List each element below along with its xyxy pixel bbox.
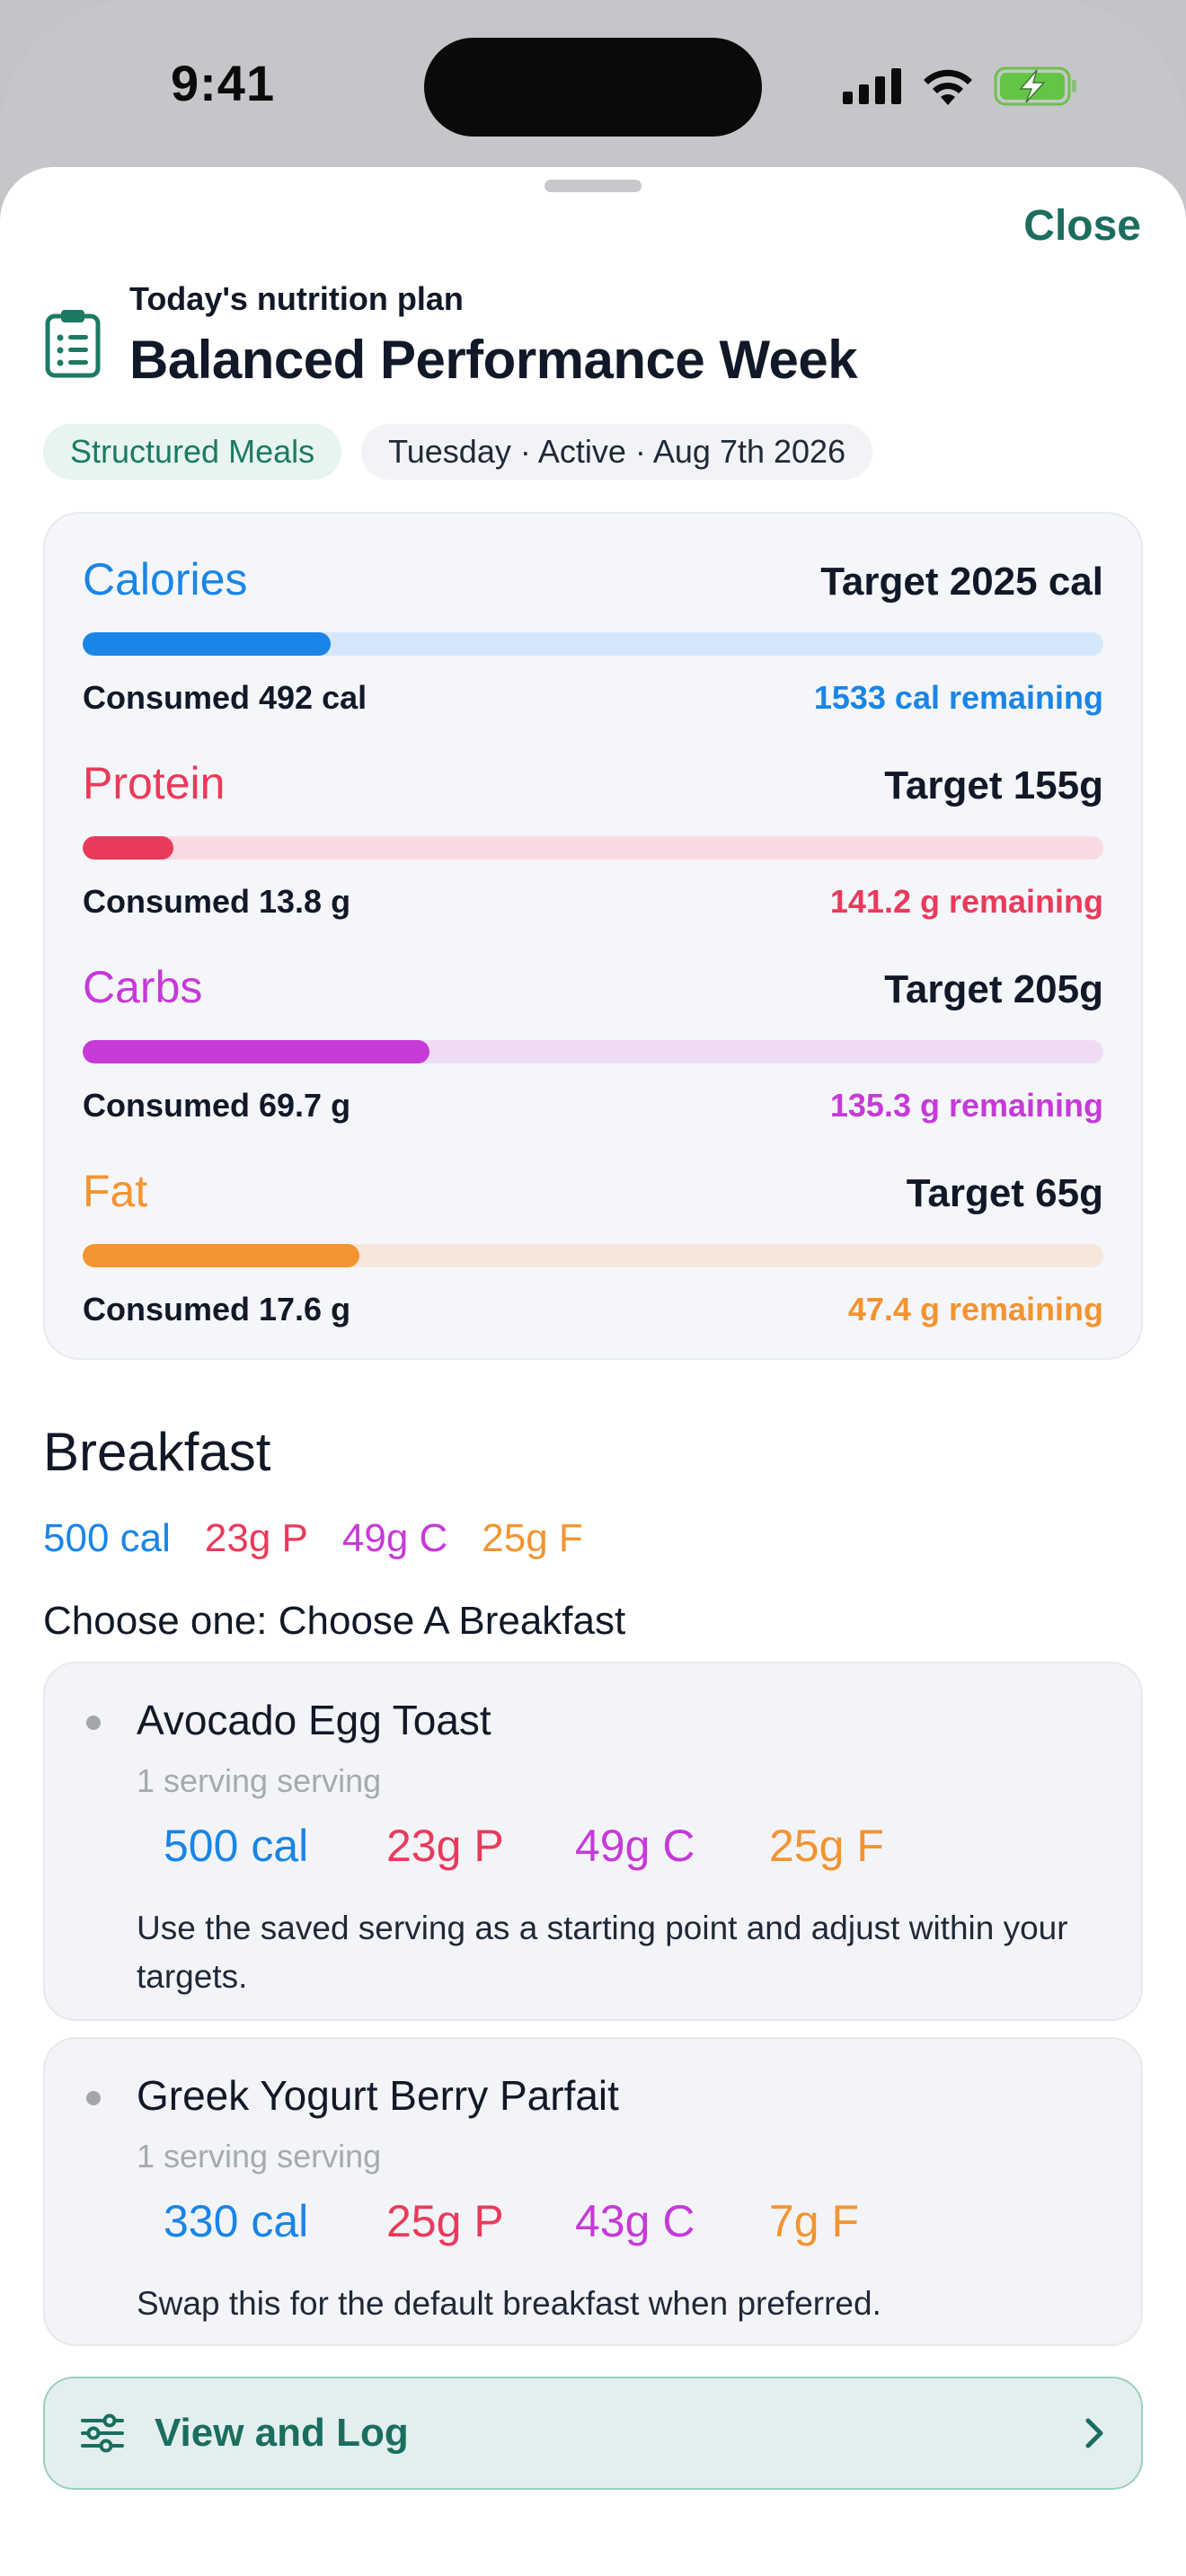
signal-icon [843, 68, 901, 104]
status-icons [843, 66, 1078, 106]
dynamic-island [424, 38, 762, 137]
protein-value: 23g P [386, 1821, 504, 1871]
macro-consumed: Consumed 492 cal [83, 679, 367, 716]
macro-target: Target 155g [884, 763, 1103, 807]
calories-value: 500 cal [43, 1516, 171, 1560]
macro-protein: Protein Target 155g Consumed 13.8 g 141.… [83, 757, 1103, 961]
macro-carbs: Carbs Target 205g Consumed 69.7 g 135.3 … [83, 961, 1103, 1165]
calories-value: 500 cal [164, 1821, 309, 1871]
macro-fat: Fat Target 65g Consumed 17.6 g 47.4 g re… [83, 1165, 1103, 1369]
meal-option-note: Swap this for the default breakfast when… [137, 2285, 881, 2322]
macro-calories: Calories Target 2025 cal Consumed 492 ca… [83, 553, 1103, 757]
macro-name: Protein [83, 758, 226, 808]
fat-value: 7g F [769, 2196, 860, 2246]
macro-name: Carbs [83, 962, 203, 1012]
bullet-icon [86, 2091, 101, 2105]
view-and-log-label: View and Log [155, 2411, 409, 2455]
meal-type-chip: Structured Meals [43, 424, 342, 480]
plan-subtitle: Today's nutrition plan [129, 280, 464, 317]
calories-value: 330 cal [164, 2196, 309, 2246]
macro-remaining: 47.4 g remaining [847, 1291, 1103, 1328]
carbs-value: 49g C [341, 1516, 448, 1560]
macro-name: Calories [83, 554, 248, 604]
macro-remaining: 1533 cal remaining [813, 679, 1103, 716]
macro-consumed: Consumed 69.7 g [83, 1087, 351, 1124]
meal-option-macros: 330 cal 25g P 43g C 7g F [164, 2195, 859, 2247]
macro-progress-bar [83, 632, 1103, 656]
macro-target: Target 2025 cal [820, 560, 1103, 604]
macro-progress-bar [83, 1040, 1103, 1063]
fat-value: 25g F [769, 1821, 884, 1871]
macro-consumed: Consumed 13.8 g [83, 883, 351, 920]
choose-label: Choose one: Choose A Breakfast [43, 1599, 626, 1643]
plan-header: Today's nutrition plan Balanced Performa… [43, 280, 858, 391]
plan-chips: Structured Meals Tuesday · Active · Aug … [43, 424, 873, 480]
macro-target: Target 205g [884, 967, 1103, 1011]
chevron-right-icon [1085, 2418, 1103, 2448]
battery-charging-icon [994, 66, 1076, 106]
plan-title: Balanced Performance Week [129, 330, 858, 390]
meal-option-name: Avocado Egg Toast [137, 1697, 491, 1743]
macro-target: Target 65g [906, 1171, 1103, 1215]
day-status-chip: Tuesday · Active · Aug 7th 2026 [361, 424, 873, 480]
status-time: 9:41 [171, 55, 276, 111]
carbs-value: 43g C [575, 2196, 695, 2246]
nutrition-plan-sheet: Close Today's nutrition plan Balanced Pe… [0, 167, 1186, 2576]
macro-remaining: 135.3 g remaining [829, 1087, 1103, 1124]
bullet-icon [86, 1716, 101, 1730]
protein-value: 25g P [386, 2196, 504, 2246]
protein-value: 23g P [204, 1516, 308, 1560]
meal-option-note: Use the saved serving as a starting poin… [137, 1910, 1068, 1995]
macro-progress-bar [83, 1244, 1103, 1267]
meal-option-card[interactable]: Avocado Egg Toast 1 serving serving 500 … [43, 1662, 1143, 2021]
carbs-value: 49g C [575, 1821, 695, 1871]
wifi-icon [924, 69, 972, 105]
macro-remaining: 141.2 g remaining [829, 883, 1103, 920]
meal-option-macros: 500 cal 23g P 49g C 25g F [164, 1820, 884, 1872]
close-button[interactable]: Close [1023, 202, 1141, 250]
macro-name: Fat [83, 1166, 148, 1216]
macro-progress-bar [83, 836, 1103, 860]
macro-summary-card: Calories Target 2025 cal Consumed 492 ca… [43, 512, 1143, 1360]
sheet-grabber[interactable] [544, 180, 642, 192]
view-and-log-button[interactable]: View and Log [43, 2377, 1143, 2490]
meal-option-name: Greek Yogurt Berry Parfait [137, 2072, 619, 2119]
fat-value: 25g F [482, 1516, 583, 1560]
meal-section-title: Breakfast [43, 1422, 271, 1482]
meal-option-card[interactable]: Greek Yogurt Berry Parfait 1 serving ser… [43, 2037, 1143, 2346]
meal-section-macros: 500 cal 23g P 49g C 25g F [43, 1516, 583, 1561]
sliders-icon [81, 2413, 124, 2453]
meal-option-serving: 1 serving serving [137, 2138, 382, 2175]
meal-option-serving: 1 serving serving [137, 1762, 382, 1799]
macro-consumed: Consumed 17.6 g [83, 1291, 351, 1328]
clipboard-icon [45, 310, 101, 378]
